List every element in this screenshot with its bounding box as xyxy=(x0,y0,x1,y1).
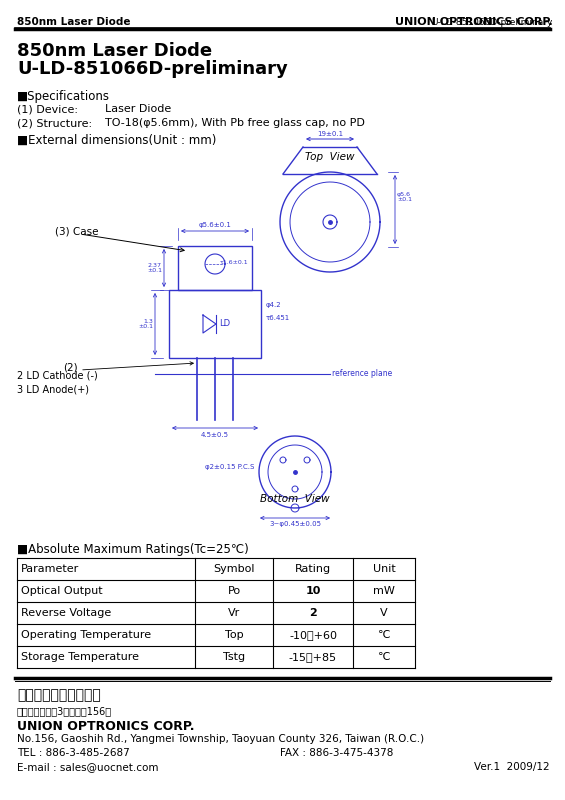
Text: τ1.6±0.1: τ1.6±0.1 xyxy=(220,261,249,266)
Text: 850nm Laser Diode: 850nm Laser Diode xyxy=(17,42,212,60)
Text: -15～+85: -15～+85 xyxy=(289,652,337,662)
Text: φ4.2: φ4.2 xyxy=(266,302,281,308)
Text: -10～+60: -10～+60 xyxy=(289,630,337,640)
Text: 友嘉科技股份有限公司: 友嘉科技股份有限公司 xyxy=(17,688,101,702)
Text: 4.5±0.5: 4.5±0.5 xyxy=(201,432,229,438)
Text: Po: Po xyxy=(228,586,241,596)
Text: FAX : 886-3-475-4378: FAX : 886-3-475-4378 xyxy=(280,748,393,758)
Text: reference plane: reference plane xyxy=(332,370,392,378)
Text: Bottom  View: Bottom View xyxy=(260,494,330,504)
Text: Top: Top xyxy=(225,630,244,640)
Text: U-LD-851066D-preliminary: U-LD-851066D-preliminary xyxy=(17,60,288,78)
Text: Reverse Voltage: Reverse Voltage xyxy=(21,608,111,618)
Text: Parameter: Parameter xyxy=(21,564,79,574)
Text: UNION OPTRONICS CORP.: UNION OPTRONICS CORP. xyxy=(396,17,553,27)
Text: (2): (2) xyxy=(63,363,77,373)
Text: 3~φ0.45±0.05: 3~φ0.45±0.05 xyxy=(269,521,321,527)
Text: Top  View: Top View xyxy=(305,152,355,162)
Text: TEL : 886-3-485-2687: TEL : 886-3-485-2687 xyxy=(17,748,130,758)
Text: Unit: Unit xyxy=(373,564,396,574)
Text: UNION OPTRONICS CORP.: UNION OPTRONICS CORP. xyxy=(17,720,194,733)
Text: ℃: ℃ xyxy=(378,652,390,662)
Text: No.156, Gaoshih Rd., Yangmei Township, Taoyuan County 326, Taiwan (R.O.C.): No.156, Gaoshih Rd., Yangmei Township, T… xyxy=(17,734,424,744)
Text: 2 LD Cathode (-): 2 LD Cathode (-) xyxy=(17,371,98,381)
Text: U-LD-851066D-preliminary: U-LD-851066D-preliminary xyxy=(432,18,553,27)
Bar xyxy=(178,246,252,290)
Text: Tstg: Tstg xyxy=(223,652,245,662)
Text: Rating: Rating xyxy=(295,564,331,574)
Text: (1) Device:: (1) Device: xyxy=(17,104,78,114)
Text: Optical Output: Optical Output xyxy=(21,586,103,596)
Text: Ver.1  2009/12: Ver.1 2009/12 xyxy=(475,762,550,772)
Text: ■External dimensions(Unit : mm): ■External dimensions(Unit : mm) xyxy=(17,134,216,147)
Text: ℃: ℃ xyxy=(378,630,390,640)
Text: V: V xyxy=(380,608,388,618)
Text: Operating Temperature: Operating Temperature xyxy=(21,630,151,640)
Text: 3 LD Anode(+): 3 LD Anode(+) xyxy=(17,385,89,395)
Text: Symbol: Symbol xyxy=(213,564,255,574)
Text: mW: mW xyxy=(373,586,395,596)
Text: ■Specifications: ■Specifications xyxy=(17,90,110,103)
Text: Storage Temperature: Storage Temperature xyxy=(21,652,139,662)
Text: 2: 2 xyxy=(309,608,317,618)
Text: 850nm Laser Diode: 850nm Laser Diode xyxy=(17,17,131,27)
Text: φ2±0.15 P.C.S: φ2±0.15 P.C.S xyxy=(205,464,254,470)
Text: 2.37
±0.1: 2.37 ±0.1 xyxy=(147,262,162,274)
Text: (3) Case: (3) Case xyxy=(55,226,98,236)
Bar xyxy=(169,290,261,358)
Text: φ5.6±0.1: φ5.6±0.1 xyxy=(198,222,232,228)
Text: Vr: Vr xyxy=(228,608,240,618)
Text: φ5.6
±0.1: φ5.6 ±0.1 xyxy=(397,192,412,202)
Text: (2) Structure:: (2) Structure: xyxy=(17,118,92,128)
Text: Laser Diode: Laser Diode xyxy=(105,104,171,114)
Text: 19±0.1: 19±0.1 xyxy=(317,131,343,137)
Text: 10: 10 xyxy=(305,586,321,596)
Text: TO-18(φ5.6mm), With Pb free glass cap, no PD: TO-18(φ5.6mm), With Pb free glass cap, n… xyxy=(105,118,365,128)
Text: ■Absolute Maximum Ratings(Tc=25℃): ■Absolute Maximum Ratings(Tc=25℃) xyxy=(17,543,249,556)
Text: 桃園縣楊梅鎗匶3鄉高隅路156號: 桃園縣楊梅鎗匶3鄉高隅路156號 xyxy=(17,706,112,716)
Text: τ6.451: τ6.451 xyxy=(266,315,290,321)
Text: LD: LD xyxy=(219,319,230,329)
Text: 1.3
±0.1: 1.3 ±0.1 xyxy=(138,318,153,330)
Text: E-mail : sales@uocnet.com: E-mail : sales@uocnet.com xyxy=(17,762,159,772)
